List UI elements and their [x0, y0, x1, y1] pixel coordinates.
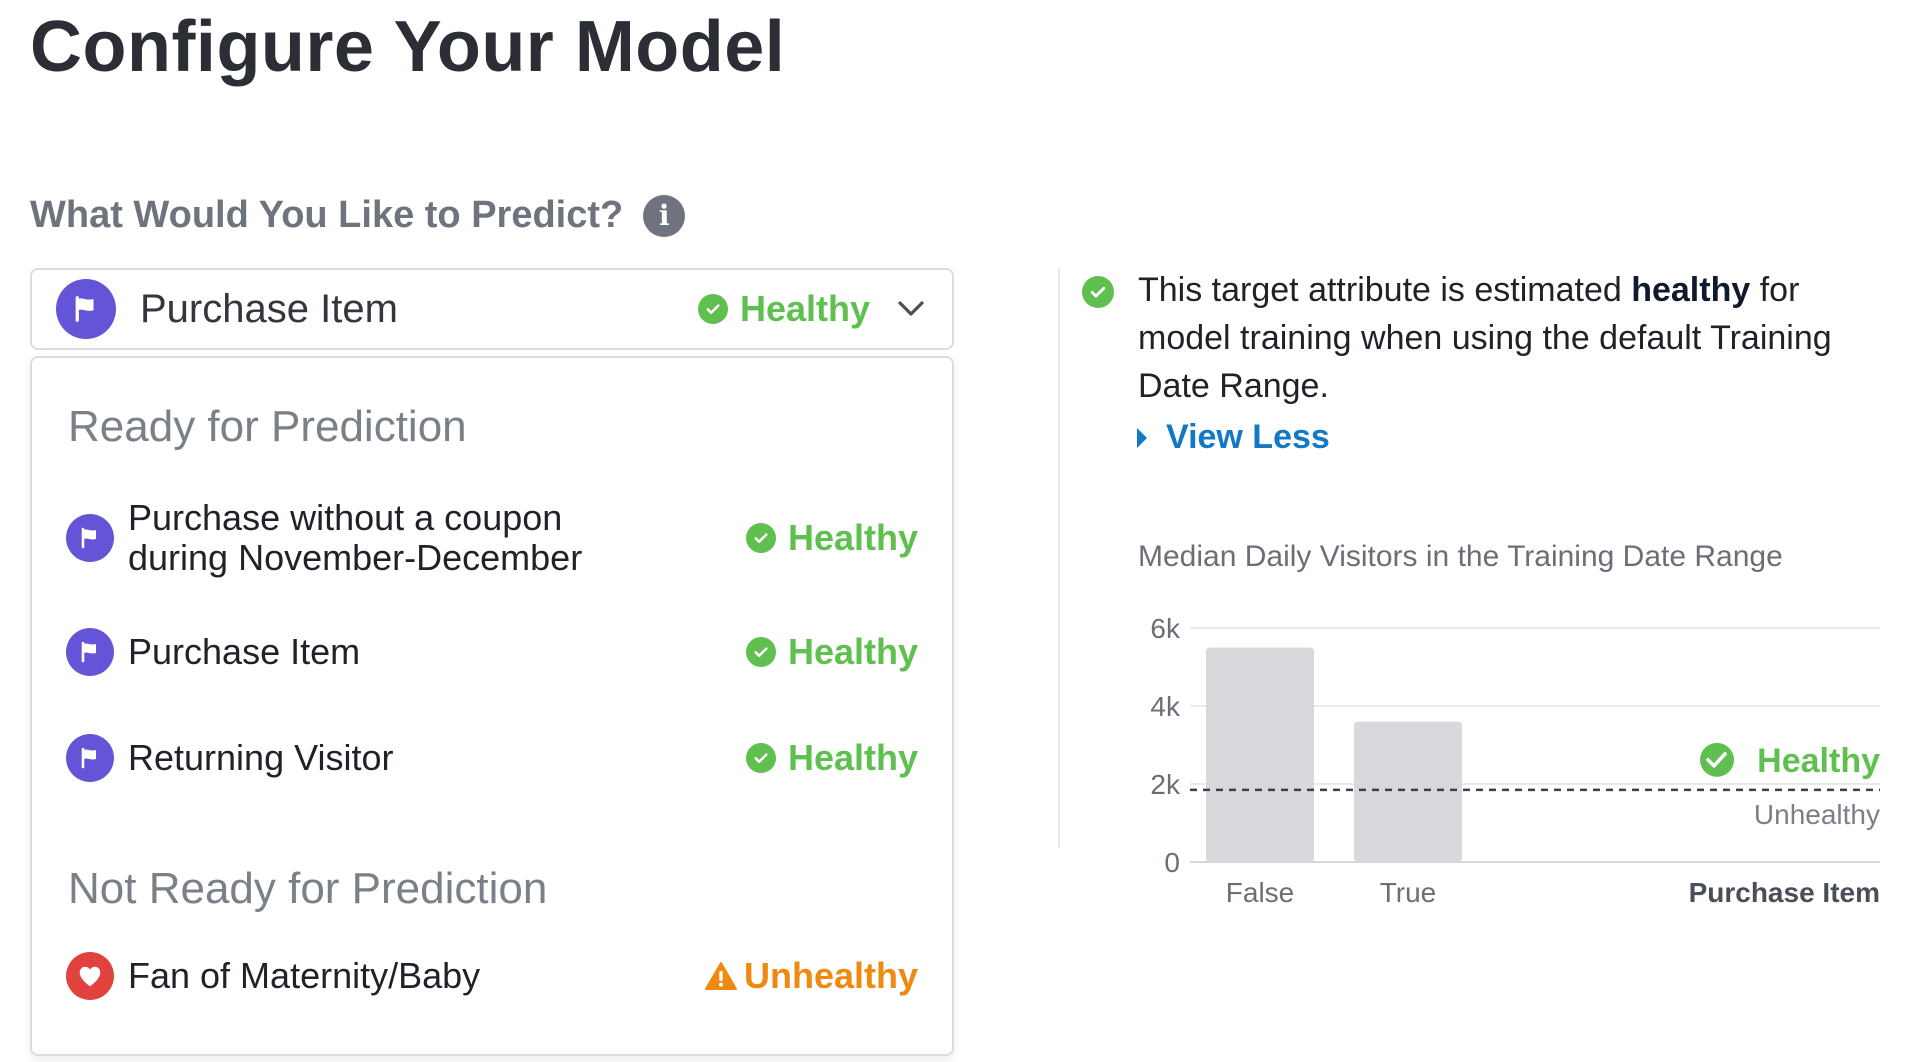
- option-label-line2: during November-December: [128, 537, 583, 578]
- chevron-down-icon[interactable]: [896, 299, 926, 319]
- option-fan-of-maternity-baby[interactable]: Fan of Maternity/Baby Unhealthy: [66, 952, 918, 1000]
- status-badge: Healthy: [745, 631, 918, 673]
- target-dropdown-menu: Ready for Prediction Purchase without a …: [30, 356, 954, 1056]
- health-explanation-bold: healthy: [1631, 271, 1751, 309]
- predict-label: What Would You Like to Predict? i: [30, 194, 686, 237]
- y-tick-label: 2k: [1150, 769, 1181, 800]
- option-label: Fan of Maternity/Baby: [128, 955, 481, 996]
- status-badge: Healthy: [745, 737, 918, 779]
- health-explanation: This target attribute is estimated healt…: [1138, 266, 1878, 410]
- flag-icon: [56, 279, 116, 339]
- predict-label-text: What Would You Like to Predict?: [30, 194, 624, 236]
- flag-icon: [66, 514, 114, 562]
- status-text: Healthy: [787, 631, 918, 672]
- selected-status-text: Healthy: [739, 288, 870, 329]
- threshold-unhealthy-label: Unhealthy: [1754, 799, 1880, 830]
- x-tick-label: False: [1226, 877, 1294, 908]
- heart-icon: [66, 952, 114, 1000]
- group-title-not-ready: Not Ready for Prediction: [68, 864, 548, 913]
- option-purchase-item[interactable]: Purchase Item Healthy: [66, 628, 918, 676]
- warning-icon: [704, 961, 738, 991]
- check-mark: [1706, 752, 1727, 768]
- caret-right-icon: [1136, 427, 1148, 449]
- y-tick-label: 4k: [1150, 691, 1181, 722]
- status-badge: Unhealthy: [704, 955, 918, 997]
- status-text: Healthy: [787, 737, 918, 778]
- view-less-link[interactable]: View Less: [1136, 418, 1330, 457]
- target-attribute-select[interactable]: Purchase Item Healthy: [30, 268, 954, 350]
- option-label: Purchase without a coupon during Novembe…: [128, 498, 746, 578]
- option-purchase-without-coupon[interactable]: Purchase without a coupon during Novembe…: [66, 498, 918, 578]
- health-explanation-text: This target attribute is estimated: [1138, 271, 1632, 309]
- option-returning-visitor[interactable]: Returning Visitor Healthy: [66, 734, 918, 782]
- check-circle-icon: [697, 294, 728, 324]
- y-tick-label: 0: [1164, 847, 1180, 878]
- bar: [1354, 721, 1462, 862]
- selected-status: Healthy: [697, 288, 870, 330]
- health-explanation-text-end: for model training when using the defaul…: [1138, 271, 1832, 405]
- x-tick-label: True: [1380, 877, 1437, 908]
- option-label-line1: Purchase without a coupon: [128, 497, 563, 538]
- status-text: Unhealthy: [743, 955, 918, 996]
- check-circle-icon: [1700, 742, 1734, 777]
- panel-divider: [1058, 268, 1060, 848]
- view-less-text: View Less: [1166, 418, 1330, 456]
- check-circle-icon: [1082, 276, 1114, 308]
- median-visitors-chart: 0 2k 4k 6k False True Healthy Unhealthy Purchase…: [1150, 613, 1880, 908]
- bar: [1206, 647, 1314, 862]
- check-circle-icon: [745, 743, 776, 773]
- option-label: Returning Visitor: [128, 737, 394, 778]
- option-label: Purchase Item: [128, 631, 361, 672]
- check-circle-icon: [745, 637, 776, 667]
- y-tick-label: 6k: [1150, 613, 1181, 644]
- chart-title: Median Daily Visitors in the Training Da…: [1138, 540, 1783, 573]
- flag-icon: [66, 734, 114, 782]
- group-title-ready: Ready for Prediction: [68, 402, 467, 451]
- flag-icon: [66, 628, 114, 676]
- threshold-healthy-text: Healthy: [1757, 742, 1880, 780]
- page-title: Configure Your Model: [30, 7, 786, 87]
- info-icon[interactable]: i: [643, 194, 686, 237]
- x-axis-label: Purchase Item: [1689, 877, 1880, 908]
- threshold-healthy-label: Healthy: [1700, 742, 1880, 780]
- status-text: Healthy: [787, 517, 918, 558]
- status-badge: Healthy: [745, 517, 918, 559]
- check-circle-icon: [745, 523, 776, 553]
- selected-target-label: Purchase Item: [140, 286, 398, 331]
